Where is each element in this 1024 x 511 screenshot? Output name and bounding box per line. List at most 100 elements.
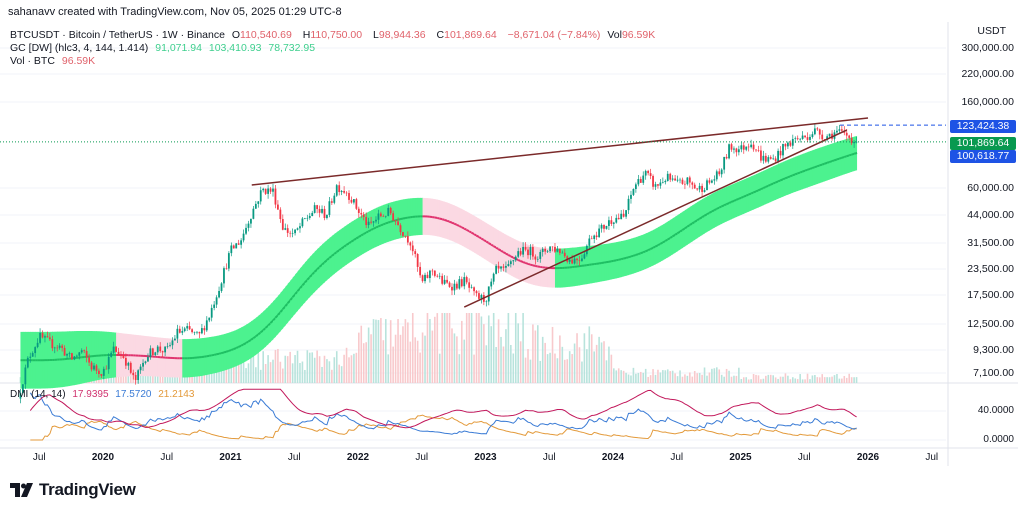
candle-body <box>713 179 716 181</box>
volume-bar <box>463 339 466 383</box>
candle-body <box>409 242 412 246</box>
volume-bar <box>284 355 287 383</box>
volume-bar <box>779 376 782 383</box>
candle-body <box>247 223 250 228</box>
volume-bar <box>416 340 419 383</box>
candles <box>19 124 858 404</box>
candle-body <box>227 253 230 269</box>
dmi-legend[interactable]: DMI (14, 14) 17.9395 17.5720 21.2143 <box>10 389 198 400</box>
volume-bar <box>681 376 684 383</box>
candle-body <box>115 346 117 352</box>
open-label: O <box>231 29 241 41</box>
volume-bar <box>495 347 497 383</box>
volume-bar <box>250 350 252 383</box>
volume-bar <box>644 368 647 383</box>
candle-body <box>698 185 701 190</box>
candle-body <box>718 171 721 175</box>
volume-bar <box>804 379 806 383</box>
candle-body <box>806 137 809 140</box>
chart-canvas[interactable] <box>0 0 1024 470</box>
candle-body <box>338 185 341 193</box>
candle-body <box>245 227 247 234</box>
candle-body <box>804 135 806 138</box>
volume-bar <box>497 319 500 383</box>
volume-bar <box>627 374 630 383</box>
candle-body <box>438 275 441 277</box>
volume-bar <box>757 375 760 383</box>
candle-body <box>387 207 390 216</box>
time-axis-label: Jul <box>670 452 684 463</box>
candle-body <box>218 290 220 298</box>
price-axis-label: 7,100.00 <box>973 367 1014 379</box>
volume-bar <box>691 376 694 383</box>
candle-body <box>708 180 711 183</box>
volume-bar <box>291 363 294 383</box>
candle-body <box>772 158 775 160</box>
volume-bar <box>664 370 667 383</box>
close-label: C <box>436 29 445 41</box>
candle-body <box>554 246 556 252</box>
gc-legend[interactable]: GC [DW] (hlc3, 4, 144, 1.414) 91,071.94 … <box>10 42 319 54</box>
volume-bar <box>639 371 642 383</box>
volume-bar <box>512 353 515 383</box>
volume-bar <box>566 359 569 383</box>
candle-body <box>522 246 524 255</box>
candle-body <box>384 215 387 217</box>
volume-bar <box>225 362 228 383</box>
volume-bar <box>843 375 846 383</box>
candle-body <box>98 370 100 375</box>
candle-body <box>220 283 223 291</box>
candle-body <box>406 235 409 243</box>
candle-body <box>360 212 363 215</box>
candle-body <box>313 205 316 213</box>
candle-body <box>198 331 201 334</box>
volume-bar <box>286 356 289 383</box>
candle-body <box>181 331 184 333</box>
volume-bar <box>122 371 125 383</box>
volume-bar <box>316 350 318 383</box>
volume-bar <box>568 351 571 383</box>
vol-value: 96.59K <box>621 29 656 41</box>
candle-body <box>630 194 632 199</box>
close-value: 101,869.64 <box>444 29 497 41</box>
candle-body <box>301 218 304 227</box>
candle-body <box>51 339 54 349</box>
volume-bar <box>831 376 833 383</box>
candle-body <box>505 266 507 268</box>
volume-bar <box>446 313 448 383</box>
volume-bar <box>473 354 475 383</box>
volume-bar <box>483 324 485 383</box>
volume-bar <box>637 372 640 383</box>
vol-legend[interactable]: Vol · BTC 96.59K <box>10 55 99 67</box>
volume-bar <box>313 357 316 383</box>
volume-bar <box>841 378 843 383</box>
volume-bar <box>277 348 279 383</box>
volume-bar <box>198 373 201 383</box>
price-axis-label: 9,300.00 <box>973 344 1014 356</box>
volume-bar <box>370 334 372 383</box>
candle-body <box>377 213 380 220</box>
candle-body <box>277 204 279 210</box>
volume-bar <box>647 376 649 383</box>
candle-body <box>563 252 566 257</box>
volume-bar <box>318 356 321 383</box>
volume-bar <box>571 354 573 383</box>
volume-bar <box>583 333 586 383</box>
volume-bar <box>814 374 816 383</box>
candle-body <box>348 193 350 200</box>
volume-bar <box>289 351 291 383</box>
candle-body <box>225 268 228 269</box>
volume-bar <box>147 374 149 383</box>
volume-bar <box>750 379 752 383</box>
volume-bar <box>738 367 740 383</box>
volume-bar <box>735 375 738 383</box>
adx-value: 17.9395 <box>72 389 109 400</box>
candle-body <box>286 228 289 233</box>
candle-body <box>161 351 164 353</box>
volume-bar <box>610 354 613 383</box>
volume-bar <box>431 330 434 383</box>
candle-body <box>306 217 309 219</box>
candle-body <box>451 286 453 291</box>
candle-body <box>431 270 434 272</box>
candle-body <box>102 368 105 376</box>
